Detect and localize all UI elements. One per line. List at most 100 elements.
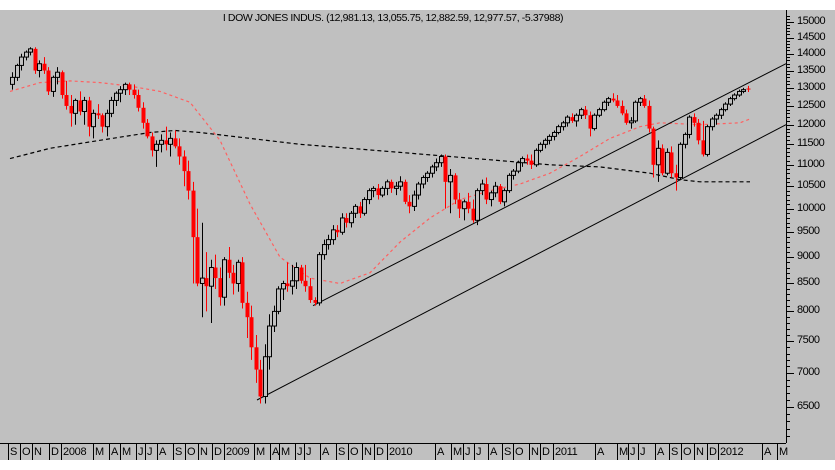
x-tick-label: O (683, 446, 692, 458)
candle-body-down (647, 105, 652, 129)
y-tick-label: 11500 (797, 137, 825, 150)
candle-body-up (516, 162, 521, 172)
y-tick-label: 8500 (797, 276, 820, 289)
x-tick-label: 2010 (389, 446, 413, 458)
candle-body-down (696, 122, 701, 141)
candle-body-up (552, 131, 557, 137)
candle-body-up (222, 259, 227, 298)
candle-body-up (109, 99, 114, 114)
candle-body-down (69, 105, 74, 114)
candle-body-down (127, 84, 132, 90)
candle-body-down (177, 146, 182, 157)
candle-body-up (105, 112, 110, 128)
candle-body-up (272, 310, 277, 327)
candle-body-down (33, 48, 38, 71)
x-tick-label: S (671, 446, 679, 458)
candle-body-up (434, 162, 439, 168)
candle-body-down (443, 156, 448, 182)
candle-body-down (651, 128, 656, 165)
candle-body-up (629, 120, 634, 124)
candle-body-up (55, 71, 60, 78)
candle-body-up (723, 103, 728, 111)
y-tick-label: 14500 (797, 30, 826, 43)
candle-body-up (412, 194, 417, 207)
candle-body-up (493, 185, 498, 194)
x-tick-label: A (657, 446, 665, 458)
y-axis-area (786, 10, 835, 443)
candle-body-up (565, 116, 570, 124)
candle-body-down (132, 89, 137, 96)
candle-body-up (118, 89, 123, 94)
candle-body-down (254, 347, 259, 370)
candle-body-up (439, 155, 444, 164)
candle-body-up (37, 63, 42, 72)
x-tick-label: 2012 (720, 446, 744, 458)
candle-body-down (218, 278, 223, 298)
x-tick-label: M (122, 446, 131, 458)
candle-body-down (64, 95, 69, 106)
plot-area (10, 10, 786, 443)
candle-body-down (227, 259, 232, 273)
x-tick-label: 2008 (63, 446, 87, 458)
candle-body-down (611, 98, 616, 101)
candle-body-down (87, 100, 92, 127)
candle-body-up (430, 166, 435, 174)
x-tick-label: N (696, 446, 704, 458)
candle-body-up (728, 98, 733, 105)
candle-body-down (42, 63, 47, 71)
candle-body-up (425, 172, 430, 179)
candle-body-down (624, 113, 629, 123)
candle-body-up (574, 114, 579, 122)
x-tick-label: D (214, 446, 222, 458)
candle-body-up (534, 149, 539, 166)
candle-body-up (24, 51, 29, 58)
candle-body-up (489, 192, 494, 201)
candle-body-up (683, 133, 688, 145)
candle-body-up (154, 143, 159, 151)
x-tick-label: O (350, 446, 359, 458)
candle-body-up (416, 183, 421, 196)
candle-body-up (209, 267, 214, 287)
x-tick-label: J (630, 446, 636, 458)
x-tick-label: A (272, 446, 280, 458)
candle-body-up (267, 325, 272, 358)
candle-body-up (719, 109, 724, 116)
candle-body-down (195, 237, 200, 284)
candle-body-down (389, 181, 394, 189)
x-tick-label: D (376, 446, 384, 458)
y-tick-label: 10000 (797, 201, 826, 214)
candle-body-down (313, 300, 318, 303)
candle-body-up (606, 98, 611, 103)
x-tick-label: D (709, 446, 717, 458)
candle-body-up (281, 282, 286, 290)
candle-body-down (588, 115, 593, 129)
candle-body-down (308, 286, 313, 301)
x-tick-label: D (542, 446, 550, 458)
candle-body-down (620, 105, 625, 114)
x-tick-label: 2009 (226, 446, 250, 458)
candle-body-up (263, 356, 268, 397)
y-tick-label: 9000 (797, 250, 820, 263)
candle-body-up (367, 190, 372, 201)
candle-body-up (322, 244, 327, 256)
candle-body-up (290, 280, 295, 287)
candle-body-down (231, 272, 236, 284)
candle-body-up (236, 261, 241, 284)
candle-body-up (597, 109, 602, 116)
x-tick-label: O (187, 446, 196, 458)
y-tick-label: 11000 (797, 157, 825, 170)
candle-body-up (421, 177, 426, 185)
x-tick-label: J (476, 446, 482, 458)
x-tick-label: A (111, 446, 119, 458)
y-tick-label: 8000 (797, 304, 820, 317)
y-tick-label: 10500 (797, 179, 826, 192)
x-tick-label: A (322, 446, 330, 458)
long-ma-dashed-black (9, 129, 750, 183)
x-tick-label: N (364, 446, 372, 458)
x-tick-label: S (338, 446, 346, 458)
candle-body-down (484, 184, 489, 200)
candle-body-up (556, 126, 561, 133)
y-tick-label: 13500 (797, 63, 826, 76)
candle-body-down (529, 160, 534, 165)
